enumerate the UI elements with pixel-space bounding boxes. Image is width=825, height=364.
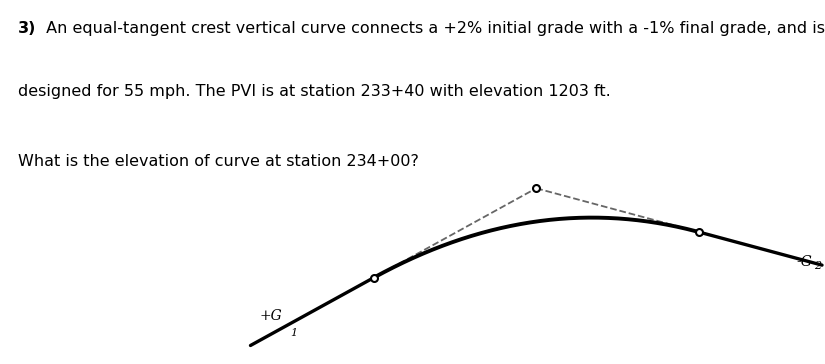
Text: +G: +G xyxy=(259,309,282,323)
Text: 2: 2 xyxy=(814,261,822,271)
Text: designed for 55 mph. The PVI is at station 233+40 with elevation 1203 ft.: designed for 55 mph. The PVI is at stati… xyxy=(18,84,610,99)
Text: 3): 3) xyxy=(18,21,36,36)
Text: 1: 1 xyxy=(290,328,297,339)
Text: -G: -G xyxy=(797,255,813,269)
Text: What is the elevation of curve at station 234+00?: What is the elevation of curve at statio… xyxy=(18,154,419,169)
Text: An equal-tangent crest vertical curve connects a +2% initial grade with a -1% fi: An equal-tangent crest vertical curve co… xyxy=(41,21,825,36)
